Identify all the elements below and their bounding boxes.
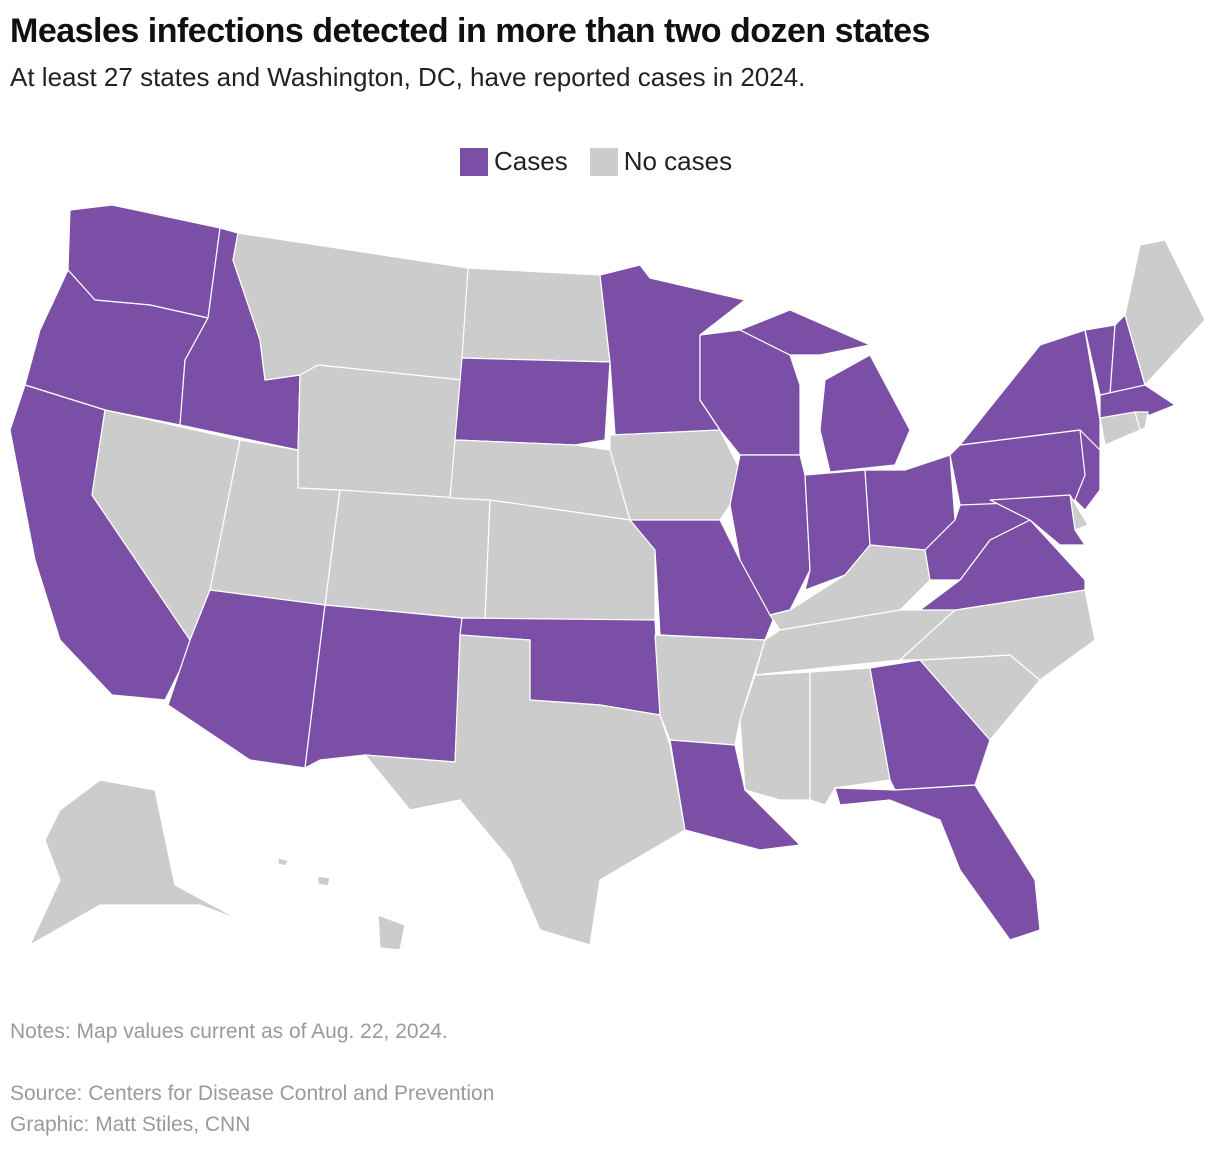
legend-label: Cases — [494, 146, 568, 176]
state — [1099, 411, 1141, 446]
subtitle: At least 27 states and Washington, DC, h… — [10, 62, 806, 92]
state — [364, 634, 686, 946]
state — [377, 914, 406, 951]
source: Source: Centers for Disease Control and … — [10, 1082, 495, 1105]
state — [834, 784, 1041, 941]
state — [1124, 239, 1206, 386]
title: Measles infections detected in more than… — [10, 12, 930, 50]
state — [324, 489, 491, 621]
state — [1099, 384, 1176, 419]
state — [819, 354, 911, 473]
legend-label: No cases — [623, 146, 733, 176]
legend-swatch — [589, 147, 618, 176]
state — [317, 875, 331, 887]
state — [739, 309, 871, 356]
us-map — [9, 204, 1206, 951]
legend-item: Cases — [460, 146, 568, 177]
state — [277, 857, 289, 867]
state — [297, 364, 463, 499]
state — [1134, 411, 1149, 431]
state — [669, 739, 801, 851]
state — [232, 232, 469, 381]
legend-item: No cases — [589, 146, 733, 177]
state — [29, 779, 241, 946]
credit: Graphic: Matt Stiles, CNN — [10, 1113, 251, 1136]
state — [629, 519, 776, 641]
notes: Notes: Map values current as of Aug. 22,… — [10, 1020, 448, 1043]
legend: Cases No cases — [460, 146, 732, 177]
state — [484, 499, 656, 621]
state — [899, 589, 1096, 681]
state — [461, 267, 611, 363]
state — [989, 494, 1086, 546]
legend-swatch — [460, 147, 488, 176]
state — [609, 429, 746, 521]
state — [1074, 429, 1101, 511]
state — [739, 671, 811, 801]
state — [454, 357, 611, 446]
state — [304, 604, 463, 769]
